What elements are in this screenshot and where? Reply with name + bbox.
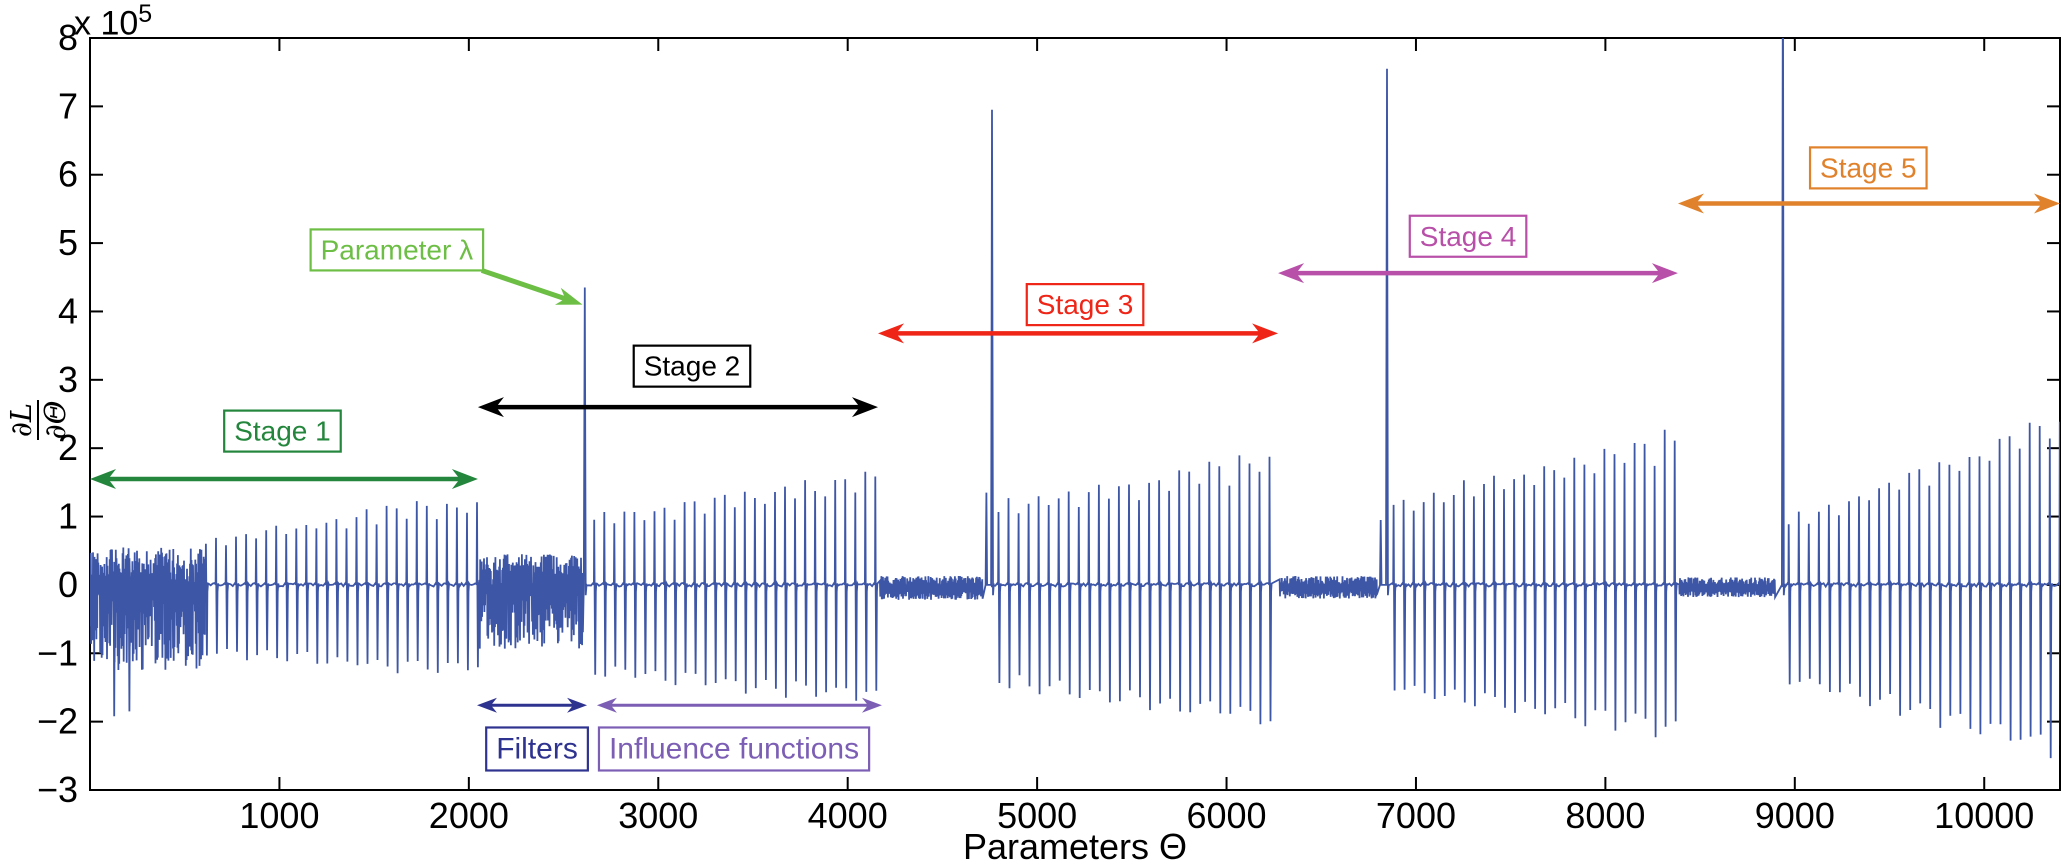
annotation-label: Parameter λ bbox=[321, 234, 474, 265]
y-tick-label: 1 bbox=[58, 496, 78, 537]
annotation-label: Stage 4 bbox=[1420, 221, 1517, 252]
arrowhead bbox=[878, 323, 904, 344]
y-tick-label: 4 bbox=[58, 290, 78, 331]
gradient-signal-path bbox=[90, 38, 2060, 759]
x-tick-label: 4000 bbox=[808, 795, 888, 836]
x-axis-label: Parameters Θ bbox=[962, 826, 1188, 865]
plot-frame bbox=[89, 37, 2061, 791]
annotation-box bbox=[632, 344, 752, 388]
arrowhead bbox=[1677, 193, 1704, 214]
annotation-label: Stage 2 bbox=[644, 351, 741, 382]
y-tick-label: −2 bbox=[37, 701, 78, 742]
arrowhead bbox=[1651, 263, 1678, 284]
y-tick-label: −3 bbox=[37, 769, 78, 810]
x-tick-label: 2000 bbox=[429, 795, 509, 836]
y-label-denominator: ∂Θ bbox=[38, 400, 72, 440]
y-tick-label: 6 bbox=[58, 154, 78, 195]
annotation-label: Filters bbox=[496, 732, 578, 765]
x-tick-label: 10000 bbox=[1934, 795, 2034, 836]
arrowhead bbox=[554, 287, 583, 305]
x-tick-label: 5000 bbox=[997, 795, 1077, 836]
y-label-numerator: ∂L bbox=[4, 399, 39, 441]
x-tick-label: 3000 bbox=[618, 795, 698, 836]
y-tick-label: 2 bbox=[58, 427, 78, 468]
x-tick-label: 6000 bbox=[1186, 795, 1266, 836]
annotation-stage-3: Stage 3 bbox=[878, 283, 1279, 344]
annotation-box bbox=[223, 409, 342, 453]
arrowhead bbox=[90, 468, 116, 489]
arrowhead bbox=[476, 697, 497, 713]
annotation-label: Stage 3 bbox=[1037, 289, 1134, 320]
x-tick-label: 9000 bbox=[1755, 795, 1835, 836]
annotation-stage-4: Stage 4 bbox=[1278, 214, 1678, 284]
y-tick-label: 5 bbox=[58, 222, 78, 263]
offset-mantissa: x 10 bbox=[74, 4, 139, 43]
arrowhead bbox=[1278, 263, 1305, 284]
x-tick-label: 8000 bbox=[1565, 795, 1645, 836]
y-axis-offset-label: x 105 bbox=[74, 0, 152, 43]
annotation-box bbox=[1808, 146, 1928, 190]
annotation-box bbox=[485, 726, 589, 772]
arrowhead bbox=[2034, 193, 2060, 214]
annotation-stage-1: Stage 1 bbox=[90, 409, 478, 489]
y-tick-label: 0 bbox=[58, 564, 78, 605]
arrowhead bbox=[596, 697, 617, 713]
axis-ticks: 1000 2000 3000 4000 5000 6000 7000 8000 9000 1000… bbox=[37, 17, 2060, 836]
annotation-box bbox=[309, 228, 485, 272]
annotation-stage-5: Stage 5 bbox=[1677, 146, 2060, 214]
annotation-label: Stage 5 bbox=[1820, 152, 1917, 183]
annotation-label: Influence functions bbox=[609, 732, 859, 765]
arrow-shaft bbox=[480, 268, 571, 303]
arrowhead bbox=[477, 397, 504, 418]
annotation-stage-2: Stage 2 bbox=[477, 344, 878, 418]
y-tick-label: 7 bbox=[58, 85, 78, 126]
arrowhead bbox=[1252, 323, 1279, 344]
arrowhead bbox=[852, 397, 878, 418]
y-axis-label: ∂L ∂Θ bbox=[4, 384, 72, 456]
annotation-influence-functions: Influence functions bbox=[596, 697, 882, 772]
annotation-label: Stage 1 bbox=[234, 416, 331, 447]
annotation-parameter-lambda: Parameter λ bbox=[309, 228, 583, 305]
x-tick-label: 7000 bbox=[1376, 795, 1456, 836]
y-tick-label: 3 bbox=[58, 359, 78, 400]
annotation-filters: Filters bbox=[476, 697, 589, 772]
x-tick-label: 1000 bbox=[239, 795, 319, 836]
arrowhead bbox=[861, 697, 882, 713]
arrowhead bbox=[567, 697, 588, 713]
y-tick-label: −1 bbox=[37, 632, 78, 673]
annotation-box bbox=[597, 726, 871, 772]
y-tick-label: 8 bbox=[58, 17, 78, 58]
annotation-box bbox=[1408, 214, 1528, 258]
annotation-box bbox=[1025, 283, 1145, 327]
arrowhead bbox=[451, 468, 478, 489]
offset-exponent: 5 bbox=[138, 0, 153, 28]
